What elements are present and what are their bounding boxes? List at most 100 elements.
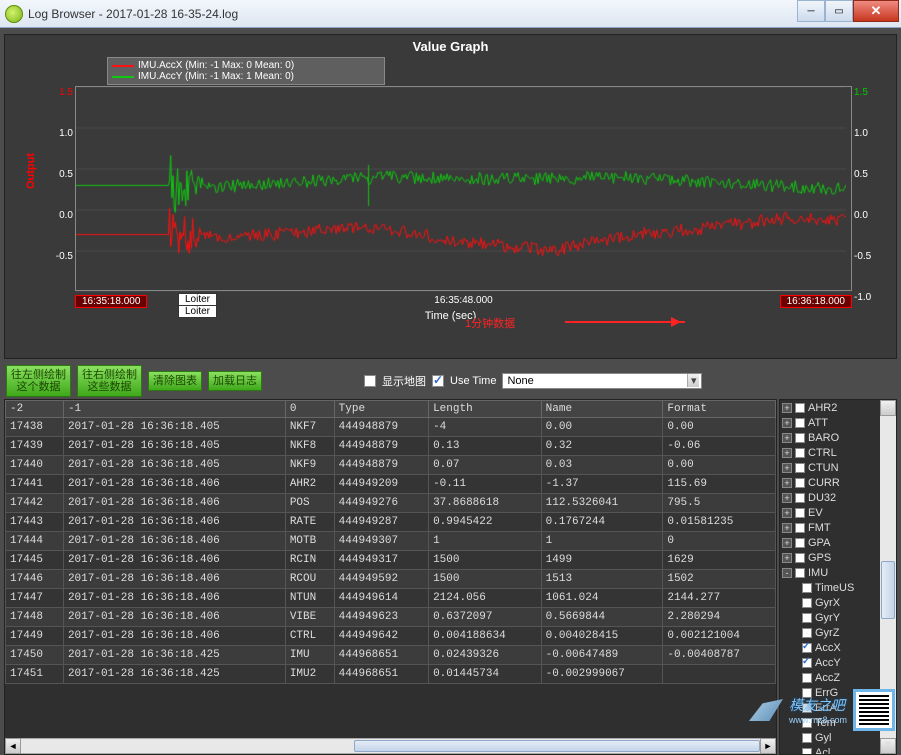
load-log-button[interactable]: 加载日志 xyxy=(208,371,262,391)
column-header[interactable]: -1 xyxy=(63,401,285,418)
tree-checkbox[interactable] xyxy=(795,523,805,533)
expand-icon[interactable]: + xyxy=(782,553,792,563)
table-row[interactable]: 174382017-01-28 16:36:18.405NKF744494887… xyxy=(6,418,776,437)
column-header[interactable]: Name xyxy=(541,401,663,418)
column-header[interactable]: 0 xyxy=(285,401,334,418)
tree-checkbox[interactable] xyxy=(802,673,812,683)
tree-checkbox[interactable] xyxy=(802,643,812,653)
scroll-right-arrow[interactable]: ► xyxy=(760,738,776,754)
tree-checkbox[interactable] xyxy=(802,733,812,743)
plot-left-button[interactable]: 往左侧绘制这个数据 xyxy=(6,365,71,397)
tree-node[interactable]: +FMT xyxy=(780,520,896,535)
tree-checkbox[interactable] xyxy=(795,448,805,458)
table-row[interactable]: 174402017-01-28 16:36:18.405NKF944494887… xyxy=(6,456,776,475)
scroll-down-arrow[interactable]: ▼ xyxy=(880,738,896,754)
table-row[interactable]: 174392017-01-28 16:36:18.405NKF844494887… xyxy=(6,437,776,456)
tree-checkbox[interactable] xyxy=(795,403,805,413)
horizontal-scrollbar[interactable]: ◄ ► xyxy=(5,738,776,754)
tree-checkbox[interactable] xyxy=(795,553,805,563)
tree-checkbox[interactable] xyxy=(795,508,805,518)
expand-icon[interactable]: + xyxy=(782,523,792,533)
window-title: Log Browser - 2017-01-28 16-35-24.log xyxy=(28,7,797,21)
tree-checkbox[interactable] xyxy=(795,463,805,473)
tree-leaf[interactable]: AccX xyxy=(780,640,896,655)
table-row[interactable]: 174432017-01-28 16:36:18.406RATE44494928… xyxy=(6,513,776,532)
tree-node[interactable]: +CTRL xyxy=(780,445,896,460)
data-table[interactable]: -2-10TypeLengthNameFormat174382017-01-28… xyxy=(4,399,777,755)
tree-node[interactable]: +GPA xyxy=(780,535,896,550)
tree-checkbox[interactable] xyxy=(795,418,805,428)
plot-area[interactable] xyxy=(75,86,852,291)
expand-icon[interactable]: + xyxy=(782,418,792,428)
tree-checkbox[interactable] xyxy=(795,478,805,488)
table-row[interactable]: 174492017-01-28 16:36:18.406CTRL44494964… xyxy=(6,627,776,646)
column-header[interactable]: Type xyxy=(334,401,428,418)
expand-icon[interactable]: + xyxy=(782,433,792,443)
table-row[interactable]: 174462017-01-28 16:36:18.406RCOU44494959… xyxy=(6,570,776,589)
expand-icon[interactable]: + xyxy=(782,463,792,473)
tree-leaf[interactable]: AccY xyxy=(780,655,896,670)
tree-checkbox[interactable] xyxy=(795,433,805,443)
column-header[interactable]: -2 xyxy=(6,401,64,418)
scroll-thumb[interactable] xyxy=(881,561,895,619)
tree-leaf[interactable]: GyrX xyxy=(780,595,896,610)
tree-checkbox[interactable] xyxy=(802,598,812,608)
tree-node[interactable]: +GPS xyxy=(780,550,896,565)
tree-node[interactable]: +DU32 xyxy=(780,490,896,505)
tree-leaf[interactable]: GyrZ xyxy=(780,625,896,640)
tree-checkbox[interactable] xyxy=(795,568,805,578)
tree-node[interactable]: +AHR2 xyxy=(780,400,896,415)
close-button[interactable]: ✕ xyxy=(853,0,899,22)
expand-icon[interactable]: + xyxy=(782,448,792,458)
table-row[interactable]: 174452017-01-28 16:36:18.406RCIN44494931… xyxy=(6,551,776,570)
tree-node[interactable]: +CTUN xyxy=(780,460,896,475)
maximize-button[interactable]: ▭ xyxy=(825,0,853,22)
tree-node[interactable]: +BARO xyxy=(780,430,896,445)
column-header[interactable]: Length xyxy=(429,401,542,418)
title-bar: Log Browser - 2017-01-28 16-35-24.log ─ … xyxy=(0,0,901,28)
plot-right-button[interactable]: 往右侧绘制这些数据 xyxy=(77,365,142,397)
tree-checkbox[interactable] xyxy=(795,493,805,503)
xtick-mid: 16:35:48.000 xyxy=(434,295,492,308)
tree-checkbox[interactable] xyxy=(802,613,812,623)
y-axis-right: 1.51.00.50.0-0.5-1.0 xyxy=(854,87,890,333)
tree-node[interactable]: -IMU xyxy=(780,565,896,580)
table-row[interactable]: 174512017-01-28 16:36:18.425IMU244496865… xyxy=(6,665,776,684)
scroll-left-arrow[interactable]: ◄ xyxy=(5,738,21,754)
collapse-icon[interactable]: - xyxy=(782,568,792,578)
tree-node[interactable]: +EV xyxy=(780,505,896,520)
table-row[interactable]: 174472017-01-28 16:36:18.406NTUN44494961… xyxy=(6,589,776,608)
xtick-start: 16:35:18.000 xyxy=(75,295,147,308)
expand-icon[interactable]: + xyxy=(782,478,792,488)
tree-node[interactable]: +CURR xyxy=(780,475,896,490)
tree-leaf[interactable]: Gyl xyxy=(780,730,896,745)
use-time-checkbox[interactable] xyxy=(432,375,444,387)
tree-leaf[interactable]: Acl xyxy=(780,745,896,755)
minimize-button[interactable]: ─ xyxy=(797,0,825,22)
tree-leaf[interactable]: GyrY xyxy=(780,610,896,625)
tree-checkbox[interactable] xyxy=(802,658,812,668)
filter-combo[interactable]: None xyxy=(502,373,702,389)
expand-icon[interactable]: + xyxy=(782,403,792,413)
tree-leaf[interactable]: AccZ xyxy=(780,670,896,685)
table-row[interactable]: 174502017-01-28 16:36:18.425IMU444968651… xyxy=(6,646,776,665)
tree-leaf[interactable]: TimeUS xyxy=(780,580,896,595)
tree-checkbox[interactable] xyxy=(802,583,812,593)
table-row[interactable]: 174482017-01-28 16:36:18.406VIBE44494962… xyxy=(6,608,776,627)
table-row[interactable]: 174422017-01-28 16:36:18.406POS444949276… xyxy=(6,494,776,513)
tree-node[interactable]: +ATT xyxy=(780,415,896,430)
expand-icon[interactable]: + xyxy=(782,508,792,518)
table-row[interactable]: 174412017-01-28 16:36:18.406AHR244494920… xyxy=(6,475,776,494)
scroll-up-arrow[interactable]: ▲ xyxy=(880,400,896,416)
tree-checkbox[interactable] xyxy=(802,748,812,755)
graph-title: Value Graph xyxy=(5,35,896,56)
clear-chart-button[interactable]: 清除图表 xyxy=(148,371,202,391)
expand-icon[interactable]: + xyxy=(782,538,792,548)
column-header[interactable]: Format xyxy=(663,401,776,418)
tree-checkbox[interactable] xyxy=(795,538,805,548)
tree-checkbox[interactable] xyxy=(802,628,812,638)
expand-icon[interactable]: + xyxy=(782,493,792,503)
show-map-checkbox[interactable] xyxy=(364,375,376,387)
table-row[interactable]: 174442017-01-28 16:36:18.406MOTB44494930… xyxy=(6,532,776,551)
scroll-thumb[interactable] xyxy=(354,740,760,752)
